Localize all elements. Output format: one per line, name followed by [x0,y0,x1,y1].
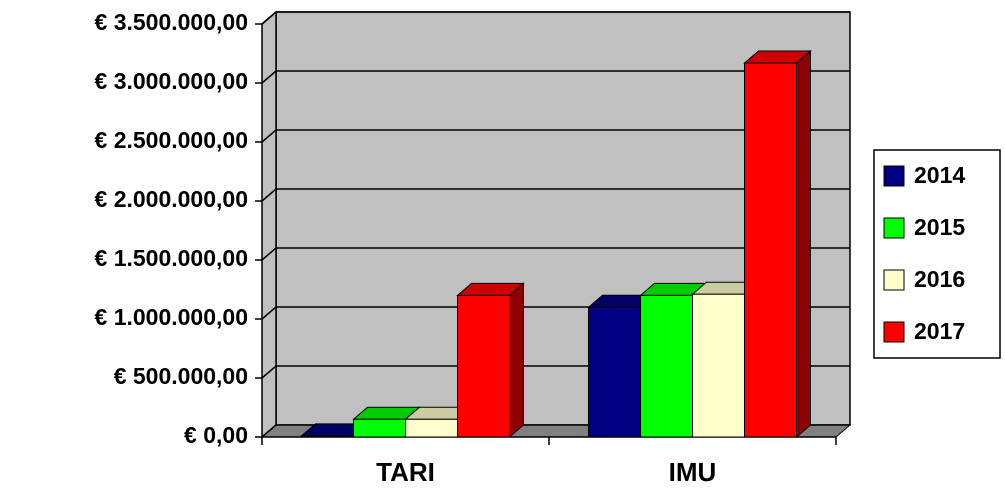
bar-side [509,282,524,439]
bar [405,418,458,438]
grid-line [261,247,850,261]
y-tick-label: € 3.000.000,00 [95,68,248,94]
legend-label: 2014 [914,162,965,188]
legend-swatch [883,217,905,239]
y-tick-label: € 2.500.000,00 [95,127,248,153]
bar [640,294,693,438]
legend-swatch [883,165,905,187]
y-tick-label: € 1.500.000,00 [95,245,248,271]
x-tick-label: IMU [669,457,717,487]
legend-swatch [883,321,905,343]
grid-line [261,129,850,143]
legend-label: 2016 [914,266,965,292]
legend-label: 2015 [914,214,965,240]
bar-side [796,49,811,439]
grid-line [261,188,850,202]
y-tick-label: € 1.000.000,00 [95,304,248,330]
bar [588,306,641,438]
legend-label: 2017 [914,318,965,344]
grid-line [261,70,850,84]
y-tick-label: € 500.000,00 [114,363,248,389]
bar [692,293,745,438]
y-tick-label: € 0,00 [184,422,248,448]
grid-line [261,11,850,25]
bar [301,435,354,438]
y-tick-label: € 3.500.000,00 [95,9,248,35]
side-wall [261,10,277,439]
bar [457,294,510,438]
bar [744,62,797,438]
legend-swatch [883,269,905,291]
bar [353,418,406,438]
y-tick-label: € 2.000.000,00 [95,186,248,212]
x-tick-label: TARI [376,457,435,487]
